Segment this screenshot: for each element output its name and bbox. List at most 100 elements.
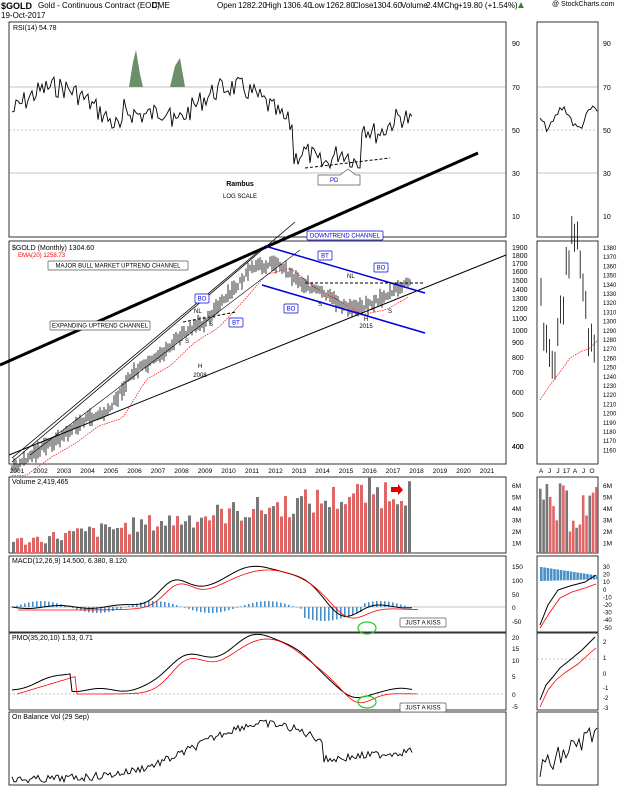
volume-bar	[52, 532, 55, 553]
volume-bar-right	[562, 485, 565, 553]
volume-bar	[160, 520, 163, 553]
macd-hist-bar	[188, 607, 190, 610]
volume-bar	[280, 516, 283, 553]
volume-bar	[384, 482, 387, 553]
bo3-callout: BO	[377, 266, 386, 272]
low-label: Low	[310, 1, 325, 10]
macd-hist-right	[553, 569, 556, 581]
macd-hist-bar	[280, 602, 282, 607]
year-label: 2005	[104, 468, 119, 475]
bo1-callout: BO	[198, 297, 207, 303]
volume-bar	[144, 524, 147, 553]
volume-bar	[240, 520, 243, 553]
macd-hist-right	[586, 574, 589, 580]
macd-hist-bar	[212, 607, 214, 613]
macd-hist-bar	[164, 602, 166, 607]
macd-hist-bar	[216, 607, 218, 613]
pmo-right-axis-label: 0	[603, 672, 607, 678]
macd-right-axis-label: 20	[603, 573, 610, 579]
year-label: 2019	[433, 468, 448, 475]
volume-axis-label: 1M	[512, 541, 521, 548]
price-axis-label: 1600	[512, 269, 528, 276]
macd-hist-bar	[268, 601, 270, 607]
macd-hist-bar	[376, 601, 378, 607]
volume-bar	[236, 510, 239, 553]
volume-bar	[356, 484, 359, 553]
macd-kiss-callout-box	[399, 617, 447, 628]
macd-hist-bar	[224, 607, 226, 612]
price-right-axis-label: 1360	[603, 264, 617, 270]
volume-bar	[212, 515, 215, 553]
major-channel-bottom-line	[8, 254, 507, 456]
volume-bar	[252, 508, 255, 553]
price-right-axis-label: 1380	[603, 246, 617, 252]
volume-bar	[284, 496, 287, 553]
macd-title: MACD(12,26,9) 14.500, 6.380, 8.120	[12, 558, 127, 565]
pmo-right-axis-label: 2	[603, 640, 607, 646]
volume-bar	[228, 508, 231, 553]
obv-panel-right	[536, 711, 599, 786]
price-axis-label: 1900	[512, 245, 528, 252]
price-right-axis-label: 1240	[603, 375, 617, 381]
volume-axis-label-right: 2M	[603, 529, 612, 536]
volume-bar	[320, 503, 323, 553]
macd-hist-bar	[156, 601, 158, 607]
bt2-callout-box	[317, 250, 333, 261]
volume-axis-label-right: 4M	[603, 506, 612, 513]
macd-hist-bar	[284, 603, 286, 607]
volume-bar	[124, 522, 127, 553]
macd-hist-bar	[16, 605, 18, 607]
close-value: 1304.60	[373, 1, 402, 10]
volume-axis-label: 5M	[512, 495, 521, 502]
macd-right-axis-label: 0	[603, 588, 607, 594]
instrument-name: Gold - Continuous Contract (EOD)	[38, 1, 160, 10]
macd-hist-bar	[36, 601, 38, 607]
macd-hist-bar	[288, 604, 290, 607]
volume-bar-right	[595, 487, 598, 553]
year-label: 2007	[151, 468, 166, 475]
pmo-title: PMO(35,20,10) 1.53, 0.71	[12, 635, 93, 642]
month-label: J	[548, 468, 551, 475]
macd-hist-right	[579, 573, 583, 580]
macd-hist-right	[589, 574, 593, 580]
macd-hist-bar	[320, 607, 322, 621]
volume-bar	[72, 531, 75, 553]
volume-bar	[24, 544, 27, 553]
macd-hist-bar	[192, 607, 194, 611]
volume-bar	[272, 506, 275, 553]
price-right-axis-label: 1260	[603, 356, 617, 362]
ema-line-right	[539, 339, 599, 401]
macd-hist-right	[596, 575, 599, 580]
macd-panel	[8, 555, 507, 633]
volume-bar	[408, 481, 411, 553]
macd-axis-label: 100	[512, 578, 523, 585]
volume-bar	[244, 517, 247, 553]
macd-hist-bar	[120, 607, 122, 609]
macd-right-axis-label: -50	[603, 626, 612, 632]
pmo-axis-label: 0	[512, 692, 516, 699]
volume-bar-right	[539, 488, 542, 553]
year-label: 2006	[127, 468, 142, 475]
bo2-callout-box	[283, 303, 299, 314]
rsi-overbought-fill	[129, 50, 143, 87]
year-label: 2015	[339, 468, 354, 475]
macd-kiss-callout: JUST A KISS	[405, 621, 440, 627]
price-right-axis-label: 1270	[603, 347, 617, 353]
year-label: 2010	[221, 468, 236, 475]
pmo-right-axis-label: -3	[603, 706, 609, 712]
volume-bar	[276, 502, 279, 553]
macd-hist-bar	[148, 601, 150, 607]
open-label: Open	[217, 1, 237, 10]
volume-bar	[188, 515, 191, 553]
macd-hist-bar	[32, 601, 34, 607]
pmo-line-right	[539, 636, 596, 701]
macd-hist-bar	[140, 602, 142, 607]
volume-bar	[88, 526, 91, 553]
rsi-axis-label-right: 90	[603, 41, 611, 48]
volume-bar	[120, 527, 123, 553]
macd-hist-bar	[304, 607, 306, 618]
volume-bar-right	[542, 499, 545, 553]
downtrend-callout-box	[306, 230, 384, 241]
rsi-title: RSI(14) 54.78	[13, 25, 57, 32]
volume-bar	[348, 496, 351, 553]
